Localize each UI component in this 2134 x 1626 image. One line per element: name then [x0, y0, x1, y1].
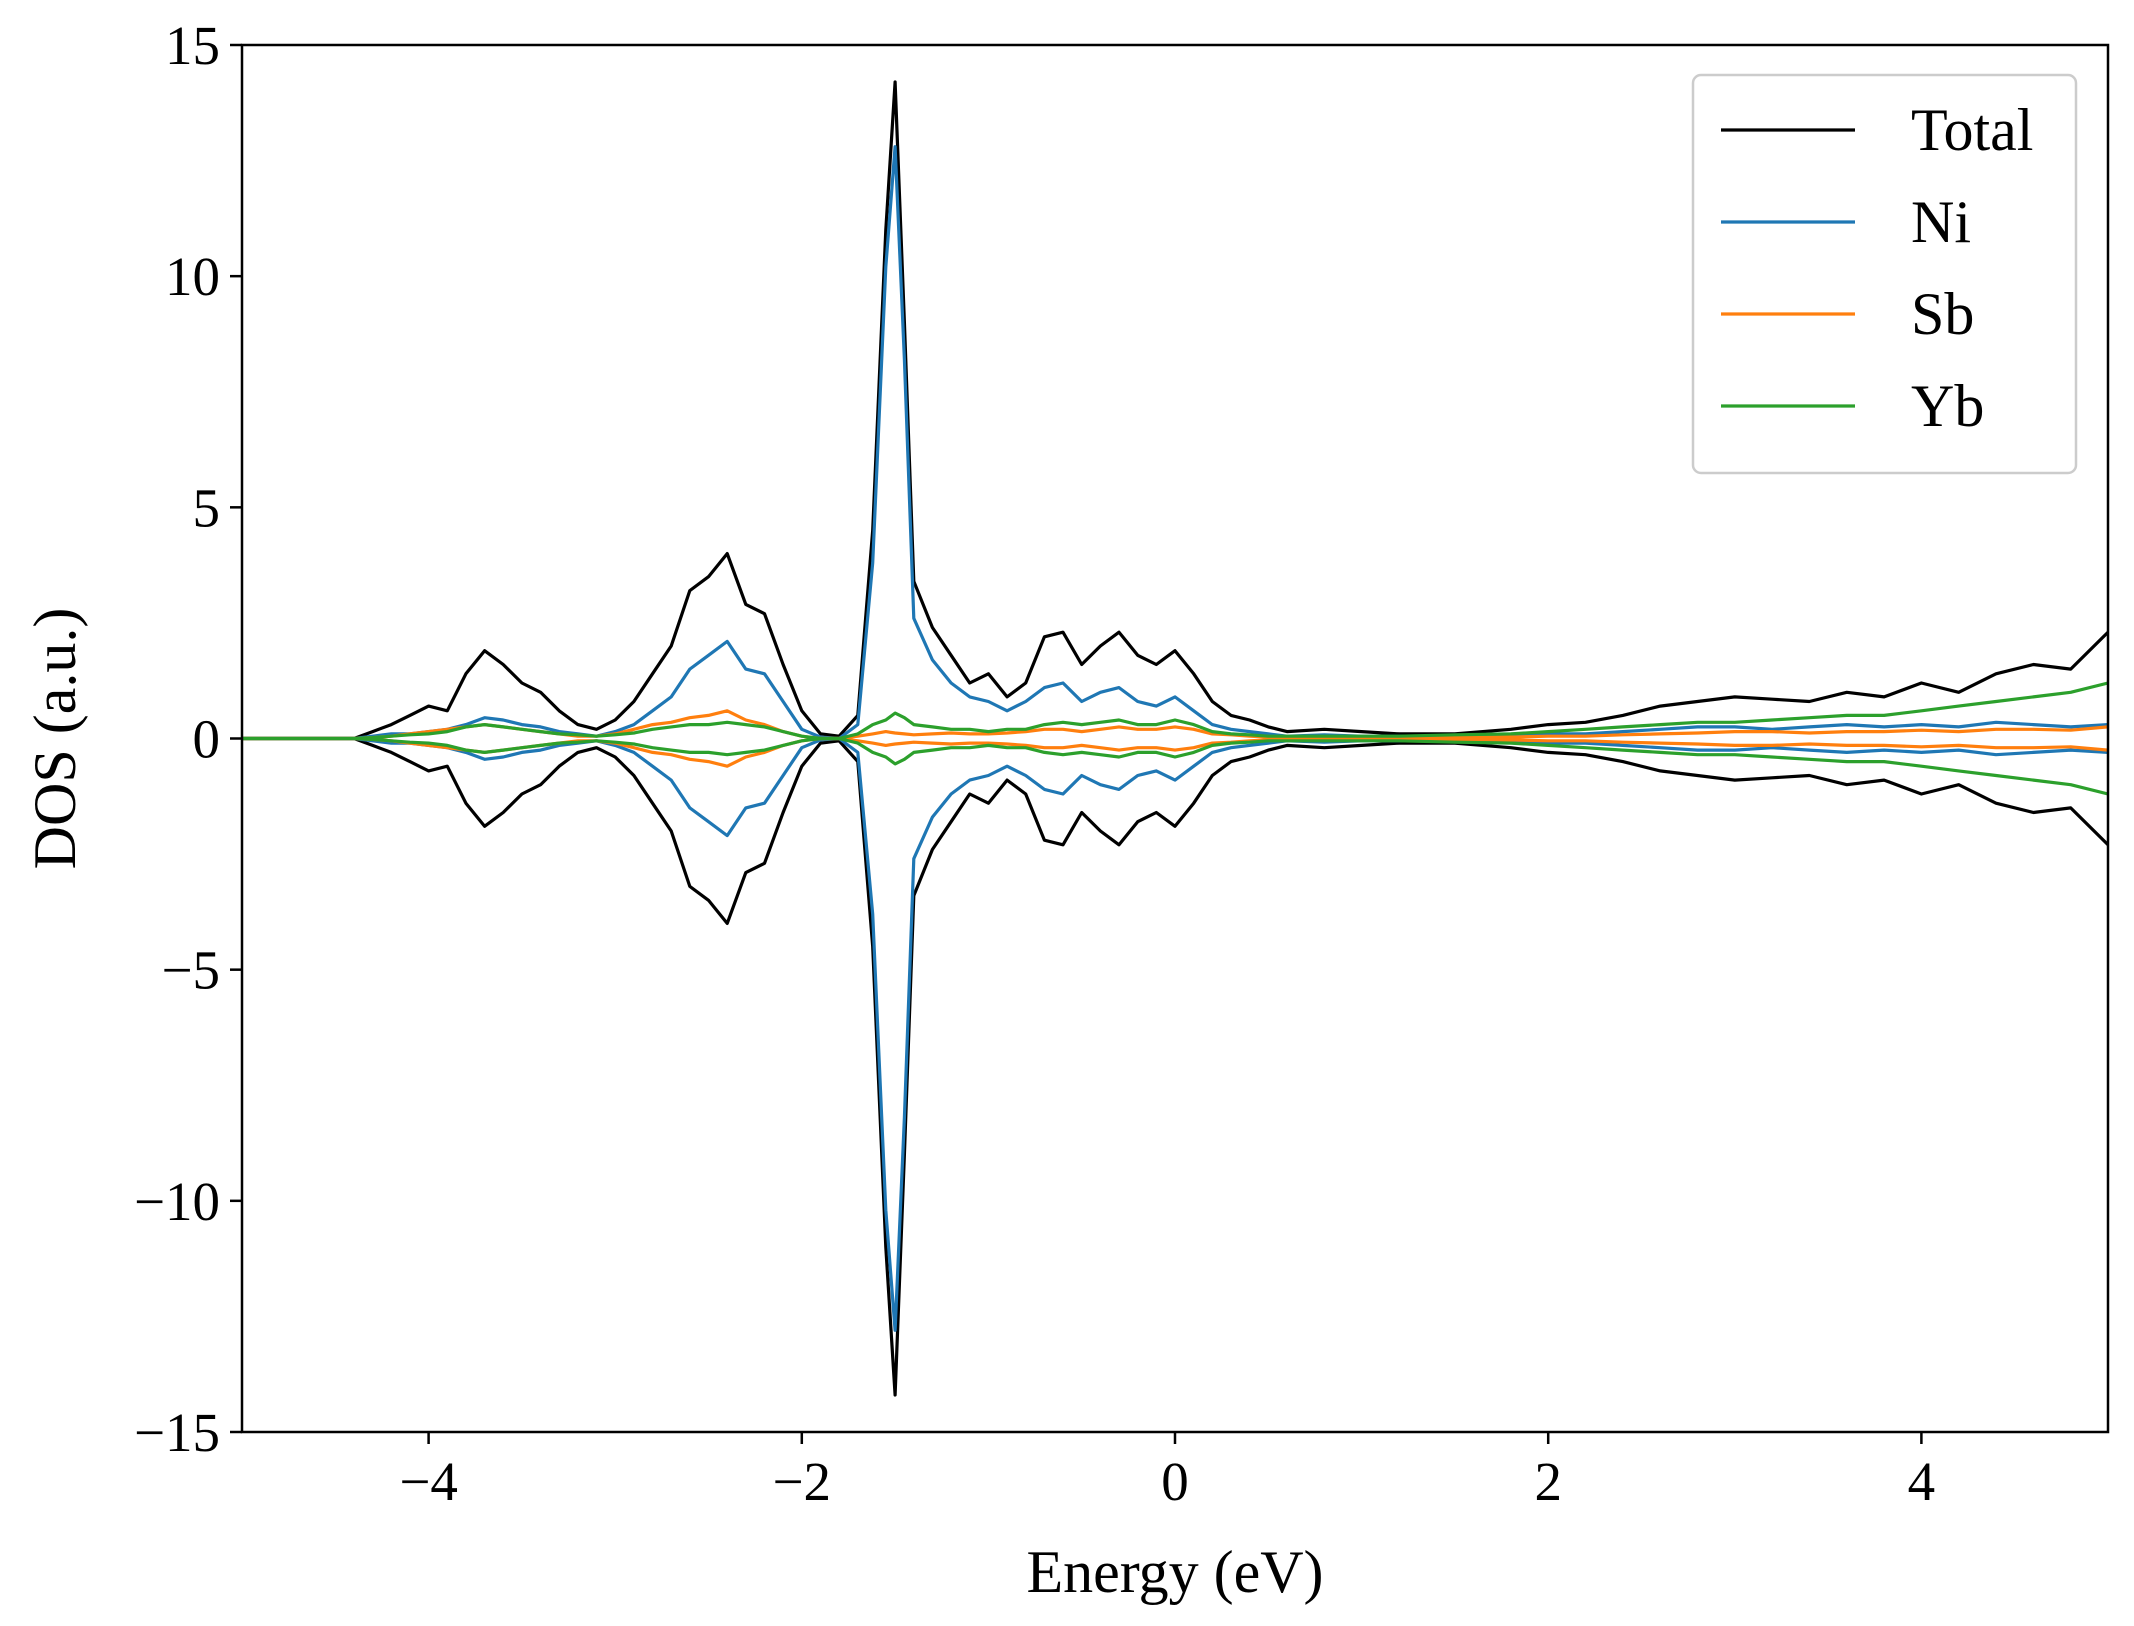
series-ni-up-line [242, 145, 2108, 741]
series-yb-down-line [242, 736, 2108, 796]
series-ni-down-line [242, 736, 2108, 1332]
y-tick-label: 10 [165, 246, 220, 307]
y-tick-label: −10 [134, 1171, 220, 1232]
legend-label-total: Total [1911, 97, 2033, 163]
series-total-down-line [242, 736, 2108, 1397]
y-tick-label: 5 [193, 477, 221, 538]
series-yb-up-line [242, 681, 2108, 741]
legend-label-ni: Ni [1911, 189, 1971, 255]
series-total-up-line [242, 80, 2108, 741]
y-tick-label: 15 [165, 15, 220, 76]
legend-box [1691, 73, 2078, 475]
y-axis-label: DOS (a.u.) [22, 608, 88, 870]
x-tick-label: 2 [1534, 1451, 1562, 1512]
legend-label-sb: Sb [1911, 281, 1974, 347]
x-tick-label: −4 [399, 1451, 458, 1512]
x-axis-label: Energy (eV) [1026, 1539, 1323, 1605]
y-tick-label: 0 [193, 709, 221, 770]
y-tick-label: −15 [134, 1402, 220, 1463]
x-tick-label: 4 [1908, 1451, 1936, 1512]
y-tick-label: −5 [161, 940, 220, 1001]
x-tick-label: 0 [1161, 1451, 1189, 1512]
x-tick-label: −2 [773, 1451, 832, 1512]
legend-label-yb: Yb [1911, 373, 1984, 439]
series-lines [242, 80, 2108, 1397]
